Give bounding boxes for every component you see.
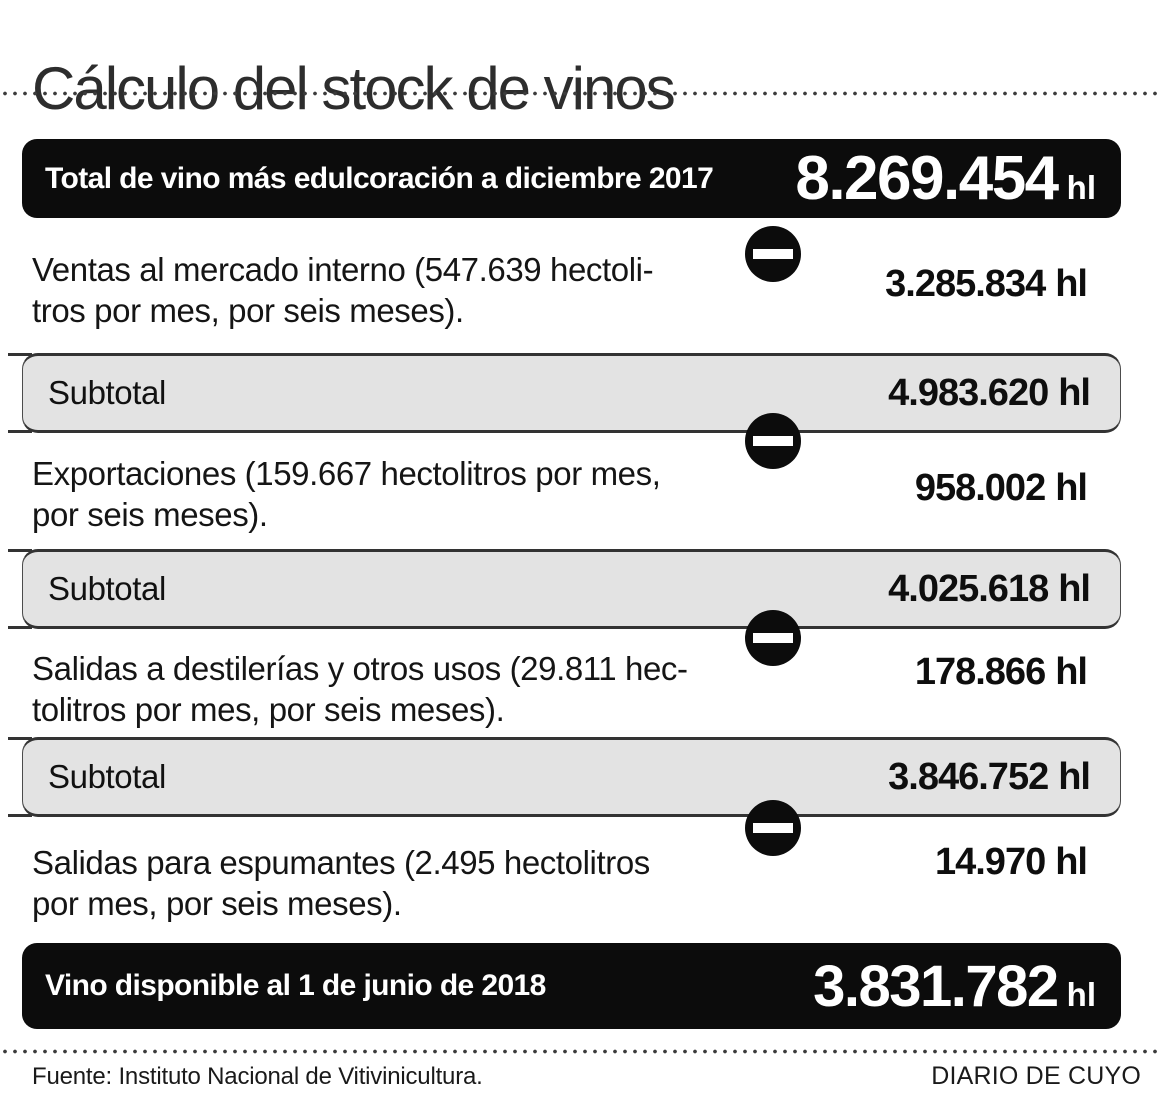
result-bar-label: Vino disponible al 1 de junio de 2018 xyxy=(45,969,546,1002)
subtotal-value-unit: hl xyxy=(1058,567,1091,610)
deduction-desc-line: Salidas para espumantes (2.495 hectolitr… xyxy=(32,844,650,881)
deduction-desc-line: Exportaciones (159.667 hectolitros por m… xyxy=(32,455,661,492)
total-bar: Total de vino más edulcoración a diciemb… xyxy=(22,139,1121,218)
subtotal-label: Subtotal xyxy=(48,570,166,607)
top-dotted-rule xyxy=(0,91,1157,96)
deduction-value-number: 178.866 xyxy=(914,651,1046,693)
total-bar-value: 8.269.454 xyxy=(795,144,1059,213)
page-title: Cálculo del stock de vinos xyxy=(32,55,676,123)
subtotal-value-unit: hl xyxy=(1058,371,1091,414)
minus-icon xyxy=(745,800,801,856)
minus-icon xyxy=(745,226,801,282)
deduction-row-description: Salidas a destilerías y otros usos (29.8… xyxy=(32,648,688,730)
deduction-value-unit: hl xyxy=(1055,263,1088,305)
deduction-desc-line: por mes, por seis meses). xyxy=(32,885,402,922)
deduction-desc-line: tolitros por mes, por seis meses). xyxy=(32,691,505,728)
deduction-value-unit: hl xyxy=(1055,841,1088,883)
total-bar-unit: hl xyxy=(1066,169,1096,206)
footer: Fuente: Instituto Nacional de Vitivinicu… xyxy=(32,1062,1141,1091)
deduction-desc-line: por seis meses). xyxy=(32,496,268,533)
subtotal-value-number: 4.983.620 xyxy=(888,371,1049,414)
deduction-row-description: Salidas para espumantes (2.495 hectolitr… xyxy=(32,842,650,924)
subtotal-value-number: 3.846.752 xyxy=(888,755,1049,798)
bottom-dotted-rule xyxy=(0,1049,1157,1054)
subtotal-bar: Subtotal 4.983.620 hl xyxy=(8,353,1121,433)
deduction-value: 14.970 hl xyxy=(934,840,1088,884)
subtotal-bar: Subtotal 3.846.752 hl xyxy=(8,737,1121,817)
result-bar: Vino disponible al 1 de junio de 2018 3.… xyxy=(22,943,1121,1029)
deduction-value: 3.285.834 hl xyxy=(885,262,1088,306)
subtotal-label: Subtotal xyxy=(48,758,166,795)
deduction-desc-line: Ventas al mercado interno (547.639 hecto… xyxy=(32,251,654,288)
minus-icon xyxy=(745,610,801,666)
deduction-value-number: 14.970 xyxy=(934,841,1046,883)
deduction-value-number: 3.285.834 xyxy=(885,263,1046,305)
subtotal-bar: Subtotal 4.025.618 hl xyxy=(8,549,1121,629)
subtotal-value-unit: hl xyxy=(1058,755,1091,798)
footer-source: Fuente: Instituto Nacional de Vitivinicu… xyxy=(32,1063,483,1090)
subtotal-amount: 4.025.618 hl xyxy=(888,568,1120,611)
minus-icon xyxy=(745,413,801,469)
result-bar-unit: hl xyxy=(1066,975,1096,1013)
deduction-value-unit: hl xyxy=(1055,467,1088,509)
total-bar-label: Total de vino más edulcoración a diciemb… xyxy=(45,161,714,195)
result-bar-amount: 3.831.782 hl xyxy=(813,953,1121,1020)
deduction-desc-line: tros por mes, por seis meses). xyxy=(32,292,464,329)
footer-brand: DIARIO DE CUYO xyxy=(931,1062,1141,1090)
deduction-row-description: Ventas al mercado interno (547.639 hecto… xyxy=(32,249,654,331)
deduction-row-description: Exportaciones (159.667 hectolitros por m… xyxy=(32,453,661,535)
total-bar-amount: 8.269.454 hl xyxy=(795,143,1121,214)
subtotal-amount: 3.846.752 hl xyxy=(888,756,1120,799)
subtotal-label: Subtotal xyxy=(48,374,166,411)
deduction-value-number: 958.002 xyxy=(914,467,1046,509)
result-bar-value: 3.831.782 xyxy=(813,953,1059,1019)
subtotal-value-number: 4.025.618 xyxy=(888,567,1049,610)
deduction-value: 958.002 hl xyxy=(914,466,1088,510)
deduction-desc-line: Salidas a destilerías y otros usos (29.8… xyxy=(32,650,688,687)
subtotal-amount: 4.983.620 hl xyxy=(888,372,1120,415)
deduction-value: 178.866 hl xyxy=(914,650,1088,694)
deduction-value-unit: hl xyxy=(1055,651,1088,693)
